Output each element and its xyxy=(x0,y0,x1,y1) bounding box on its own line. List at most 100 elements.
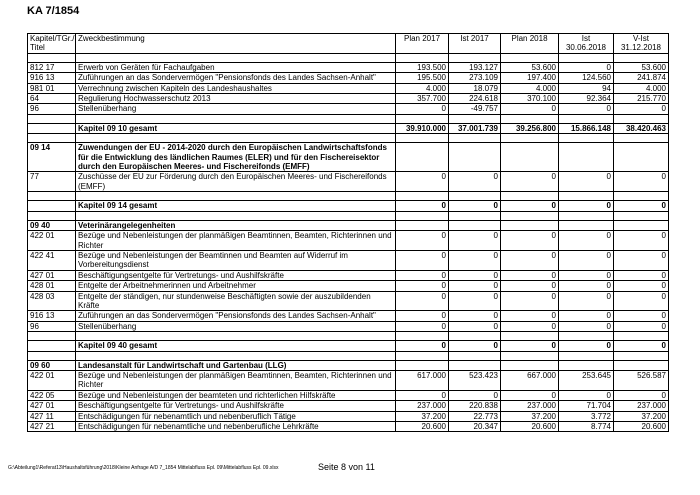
amount-cell: 0 xyxy=(448,249,501,271)
empty-cell xyxy=(75,350,396,361)
empty-cell xyxy=(500,350,559,361)
empty-cell xyxy=(500,52,559,63)
empty-cell xyxy=(75,113,396,124)
empty-cell xyxy=(558,191,614,202)
purpose-cell: Zuführungen an das Sondervermögen "Pensi… xyxy=(75,310,396,322)
empty-cell xyxy=(27,191,76,202)
amount-cell: 8.774 xyxy=(558,420,614,433)
purpose-cell: Kapitel 09 10 gesamt xyxy=(75,122,396,135)
purpose-cell: Entschädigungen für nebenamtlich und neb… xyxy=(75,410,396,423)
amount-cell: 0 xyxy=(500,171,559,193)
empty-cell xyxy=(448,52,501,63)
empty-cell xyxy=(75,331,396,342)
amount-cell: 0 xyxy=(448,320,501,333)
amount-cell: 0 xyxy=(448,171,501,193)
empty-cell xyxy=(27,113,76,124)
amount-cell: 0 xyxy=(558,249,614,271)
amount-cell xyxy=(558,219,614,232)
empty-cell xyxy=(500,133,559,144)
purpose-cell: Landesanstalt für Landwirtschaft und Gar… xyxy=(75,359,396,371)
title-cell: 422 01 xyxy=(27,369,76,391)
table-row: 428 03 Entgelte der ständigen, nur stunde… xyxy=(27,290,669,312)
empty-cell xyxy=(395,331,449,342)
empty-cell xyxy=(395,113,449,124)
amount-cell: 0 xyxy=(500,200,559,212)
table-row: Kapitel 09 14 gesamt 0 0 0 0 0 xyxy=(27,200,669,212)
header-row: Kapitel/TGr./ Titel Zweckbestimmung Plan 2… xyxy=(27,33,669,54)
empty-cell xyxy=(558,331,614,342)
empty-cell xyxy=(75,52,396,63)
title-cell: 422 01 xyxy=(27,230,76,251)
amount-cell xyxy=(395,219,449,232)
table-row: 09 14 Zuwendungen der EU - 2014-2020 durc… xyxy=(27,142,669,173)
amount-cell xyxy=(558,359,614,371)
amount-cell: 0 xyxy=(448,290,501,312)
title-cell: 64 xyxy=(27,93,76,105)
empty-cell xyxy=(395,133,449,144)
table-row: 981 01 Verrechnung zwischen Kapiteln des … xyxy=(27,82,669,95)
amount-cell: 0 xyxy=(558,269,614,282)
table-row: 96 Stellenüberhang 0 -49.757 0 0 0 xyxy=(27,103,669,115)
amount-cell: 237.000 xyxy=(613,400,669,412)
amount-cell xyxy=(448,359,501,371)
amount-cell: 0 xyxy=(558,290,614,312)
amount-cell xyxy=(500,219,559,232)
amount-cell: 0 xyxy=(613,269,669,282)
amount-cell xyxy=(448,219,501,232)
table-row: 427 11 Entschädigungen für nebenamtlich u… xyxy=(27,410,669,423)
table-row: 422 01 Bezüge und Nebenleistungen der pla… xyxy=(27,230,669,251)
amount-cell: 92.364 xyxy=(558,93,614,105)
amount-cell: 124.560 xyxy=(558,72,614,84)
blank-row xyxy=(27,210,669,221)
empty-cell xyxy=(500,210,559,221)
amount-cell: 220.838 xyxy=(448,400,501,412)
amount-cell: 0 xyxy=(395,230,449,251)
amount-cell xyxy=(448,142,501,173)
amount-cell: 0 xyxy=(558,320,614,333)
table-row: 428 01 Entgelte der Arbeitnehmerinnen und… xyxy=(27,280,669,292)
empty-cell xyxy=(613,210,669,221)
empty-cell xyxy=(613,191,669,202)
amount-cell: 0 xyxy=(613,320,669,333)
empty-cell xyxy=(395,191,449,202)
table-row: 09 40 Veterinärangelegenheiten xyxy=(27,219,669,232)
title-cell: 916 13 xyxy=(27,72,76,84)
empty-cell xyxy=(500,113,559,124)
column-header: Ist 2017 xyxy=(448,33,501,54)
title-cell: 427 21 xyxy=(27,420,76,433)
amount-cell: 0 xyxy=(395,290,449,312)
empty-cell xyxy=(558,113,614,124)
amount-cell: 0 xyxy=(448,280,501,292)
amount-cell: 617.000 xyxy=(395,369,449,391)
amount-cell: 0 xyxy=(558,103,614,115)
table-row: 916 13 Zuführungen an das Sondervermögen … xyxy=(27,72,669,84)
amount-cell: 0 xyxy=(558,200,614,212)
table-row: 96 Stellenüberhang 0 0 0 0 0 xyxy=(27,320,669,333)
empty-cell xyxy=(395,52,449,63)
amount-cell: 0 xyxy=(613,310,669,322)
table-row: 916 13 Zuführungen an das Sondervermögen … xyxy=(27,310,669,322)
amount-cell: 0 xyxy=(500,290,559,312)
amount-cell: 39.910.000 xyxy=(395,122,449,135)
amount-cell: 0 xyxy=(395,103,449,115)
amount-cell: 0 xyxy=(500,310,559,322)
amount-cell: 0 xyxy=(500,249,559,271)
title-cell xyxy=(27,200,76,212)
amount-cell: 193.500 xyxy=(395,61,449,74)
title-cell: 428 01 xyxy=(27,280,76,292)
empty-cell xyxy=(27,52,76,63)
purpose-cell: Beschäftigungsentgelte für Vertretungs- … xyxy=(75,269,396,282)
amount-cell: 0 xyxy=(395,320,449,333)
amount-cell: 0 xyxy=(395,389,449,402)
empty-cell xyxy=(613,331,669,342)
empty-cell xyxy=(448,331,501,342)
amount-cell: 0 xyxy=(395,280,449,292)
blank-row xyxy=(27,331,669,342)
amount-cell: 0 xyxy=(613,280,669,292)
table-row: Kapitel 09 40 gesamt 0 0 0 0 0 xyxy=(27,340,669,352)
empty-cell xyxy=(448,191,501,202)
purpose-cell: Zuführungen an das Sondervermögen "Pensi… xyxy=(75,72,396,84)
amount-cell: 0 xyxy=(448,200,501,212)
column-header: V-Ist 31.12.2018 xyxy=(613,33,669,54)
